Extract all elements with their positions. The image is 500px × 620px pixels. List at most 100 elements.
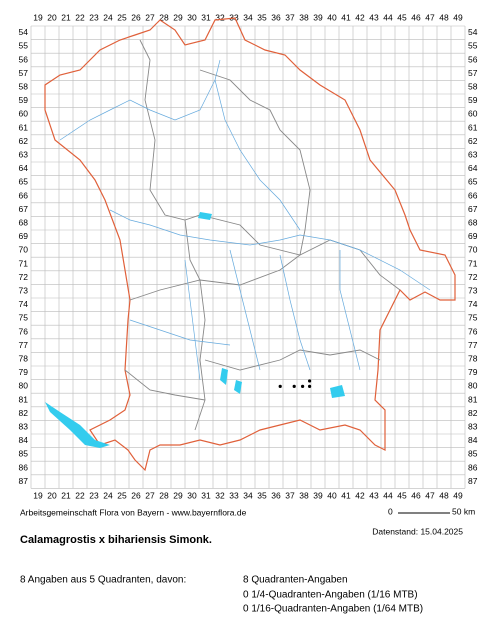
column-label: 34 (243, 12, 253, 22)
row-label: 78 (19, 353, 29, 363)
column-label: 23 (89, 12, 99, 22)
column-label: 25 (117, 491, 127, 501)
credit: Arbeitsgemeinschaft Flora von Bayern - w… (20, 507, 247, 517)
row-label: 77 (468, 340, 478, 350)
column-label: 47 (425, 491, 435, 501)
title: Calamagrostis x bihariensis Simonk. (20, 534, 212, 546)
column-label: 47 (425, 12, 435, 22)
row-label: 61 (468, 122, 478, 132)
column-label: 46 (411, 12, 421, 22)
detail: 0 1/16-Quadranten-Angaben (1/64 MTB) (243, 604, 423, 615)
row-label: 57 (468, 68, 478, 78)
column-label: 39 (313, 12, 323, 22)
column-label: 22 (75, 491, 85, 501)
column-label: 20 (47, 12, 57, 22)
row-label: 83 (19, 421, 29, 431)
row-label: 73 (468, 285, 478, 295)
column-label: 24 (103, 12, 113, 22)
column-label: 32 (215, 12, 225, 22)
row-label: 75 (19, 313, 29, 323)
row-label: 74 (468, 299, 478, 309)
row-label: 76 (468, 326, 478, 336)
row-label: 84 (468, 435, 478, 445)
row-label: 72 (19, 272, 29, 282)
detail: 0 1/4-Quadranten-Angaben (1/16 MTB) (243, 590, 418, 601)
row-label: 64 (468, 163, 478, 173)
row-label: 80 (468, 381, 478, 391)
record-dot (278, 384, 282, 388)
column-label: 49 (453, 491, 463, 501)
row-label: 85 (468, 449, 478, 459)
row-label: 59 (468, 95, 478, 105)
column-label: 41 (341, 491, 351, 501)
row-label: 83 (468, 421, 478, 431)
column-label: 32 (215, 491, 225, 501)
column-label: 26 (131, 12, 141, 22)
column-label: 28 (159, 12, 169, 22)
detail: 8 Quadranten-Angaben (243, 575, 348, 586)
column-label: 45 (397, 491, 407, 501)
row-label: 64 (19, 163, 29, 173)
column-label: 48 (439, 12, 449, 22)
row-label: 68 (19, 217, 29, 227)
column-label: 19 (33, 491, 43, 501)
column-label: 24 (103, 491, 113, 501)
row-label: 69 (19, 231, 29, 241)
lakes (45, 212, 345, 448)
row-label: 61 (19, 122, 29, 132)
column-label: 21 (61, 491, 71, 501)
row-label: 86 (468, 462, 478, 472)
column-label: 41 (341, 12, 351, 22)
row-label: 62 (19, 136, 29, 146)
row-label: 60 (468, 109, 478, 119)
column-label: 30 (187, 491, 197, 501)
column-label: 39 (313, 491, 323, 501)
column-label: 22 (75, 12, 85, 22)
column-label: 45 (397, 12, 407, 22)
row-label: 65 (468, 177, 478, 187)
column-label: 21 (61, 12, 71, 22)
row-label: 80 (19, 381, 29, 391)
row-label: 58 (19, 81, 29, 91)
row-label: 67 (19, 204, 29, 214)
row-label: 81 (19, 394, 29, 404)
column-label: 37 (285, 12, 295, 22)
column-label: 29 (173, 491, 183, 501)
column-label: 40 (327, 12, 337, 22)
column-label: 23 (89, 491, 99, 501)
column-label: 44 (383, 12, 393, 22)
row-label: 56 (468, 54, 478, 64)
column-label: 27 (145, 491, 155, 501)
row-label: 87 (468, 476, 478, 486)
row-label: 78 (468, 353, 478, 363)
row-label: 63 (468, 149, 478, 159)
row-label: 59 (19, 95, 29, 105)
column-label: 40 (327, 491, 337, 501)
row-label: 60 (19, 109, 29, 119)
row-label: 85 (19, 449, 29, 459)
grid: 19 19 20 20 21 21 22 22 23 23 24 24 25 25 26 26 27 27 28 28… (19, 12, 478, 500)
row-label: 82 (19, 408, 29, 418)
row-label: 67 (468, 204, 478, 214)
row-label: 70 (19, 245, 29, 255)
row-label: 87 (19, 476, 29, 486)
row-label: 63 (19, 149, 29, 159)
column-label: 46 (411, 491, 421, 501)
row-label: 71 (468, 258, 478, 268)
bavaria-border (44, 17, 456, 472)
row-label: 55 (19, 41, 29, 51)
row-label: 69 (468, 231, 478, 241)
column-label: 31 (201, 491, 211, 501)
rivers (59, 59, 431, 381)
column-label: 20 (47, 491, 57, 501)
row-label: 54 (468, 27, 478, 37)
date: Datenstand: 15.04.2025 (372, 526, 463, 536)
column-label: 43 (369, 12, 379, 22)
row-label: 68 (468, 217, 478, 227)
row-label: 76 (19, 326, 29, 336)
column-label: 38 (299, 491, 309, 501)
row-label: 75 (468, 313, 478, 323)
row-label: 81 (468, 394, 478, 404)
column-label: 49 (453, 12, 463, 22)
